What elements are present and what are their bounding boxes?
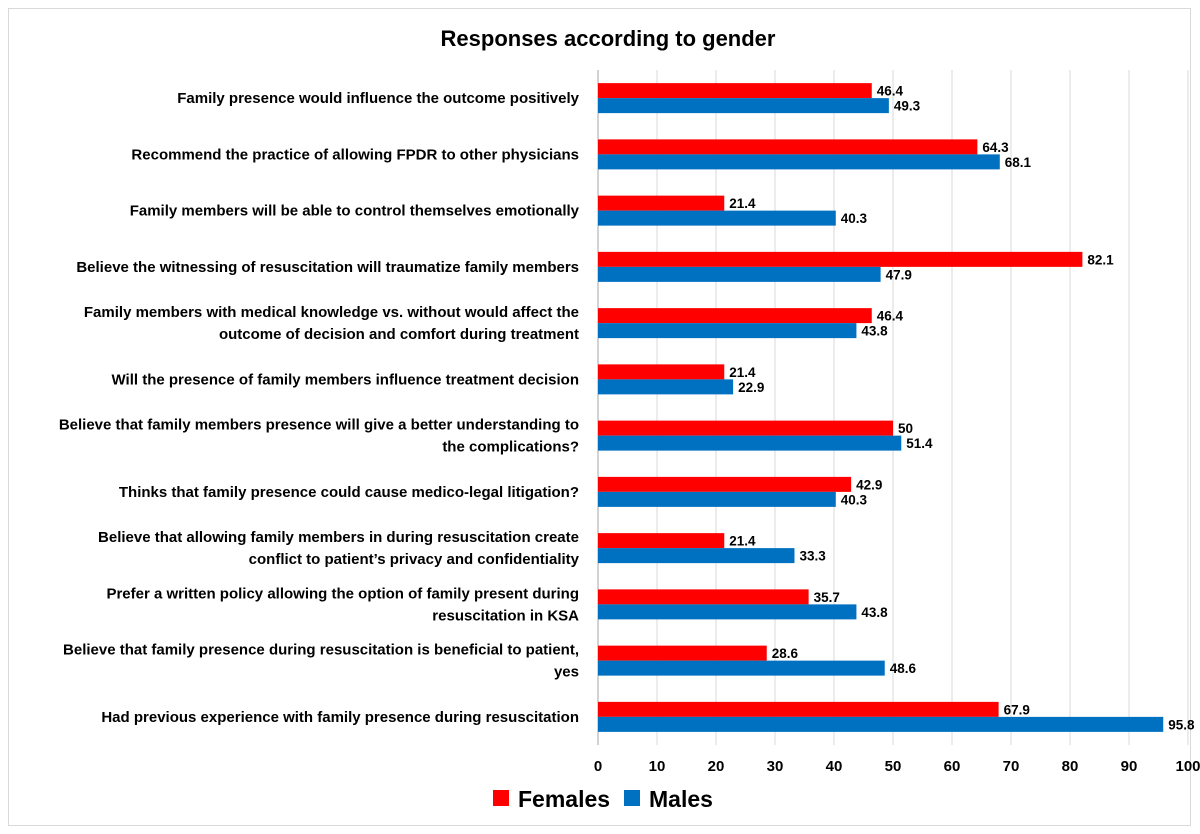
data-label: 43.8: [861, 324, 888, 339]
females-legend-swatch: [493, 790, 509, 806]
males-bar: [598, 716, 1164, 732]
gridlines: [597, 70, 1189, 745]
x-tick-label: 100: [1175, 758, 1200, 775]
females-bar: [598, 701, 999, 717]
data-label: 33.3: [799, 549, 826, 564]
category-label: conflict to patient’s privacy and confid…: [249, 551, 580, 568]
data-label: 40.3: [841, 492, 868, 507]
males-bar: [598, 379, 734, 395]
males-bar: [598, 660, 885, 676]
bars: [598, 83, 1164, 732]
data-label: 40.3: [841, 211, 868, 226]
data-label: 21.4: [729, 365, 756, 380]
data-label: 43.8: [861, 605, 888, 620]
data-label: 42.9: [856, 477, 882, 492]
data-label: 22.9: [738, 380, 764, 395]
females-bar: [598, 420, 893, 436]
category-label: Family members will be able to control t…: [130, 203, 580, 220]
x-tick-label: 10: [649, 758, 666, 775]
data-label: 50: [898, 421, 913, 436]
females-bar: [598, 139, 978, 155]
category-label: Recommend the practice of allowing FPDR …: [131, 146, 579, 163]
x-tick-label: 40: [826, 758, 843, 775]
females-bar: [598, 251, 1083, 267]
x-tick-labels: 0 10 20 30 40 50 60 70 80 90 100: [594, 758, 1200, 775]
females-bar: [598, 308, 872, 324]
males-bar: [598, 323, 857, 339]
category-label: Family presence would influence the outc…: [177, 90, 579, 107]
category-label: Believe that family members presence wil…: [59, 417, 579, 434]
data-label: 47.9: [886, 267, 912, 282]
males-bar: [598, 604, 857, 620]
category-label: resuscitation in KSA: [432, 607, 579, 624]
data-label: 28.6: [772, 646, 799, 661]
category-label: outcome of decision and comfort during t…: [219, 326, 579, 343]
data-label: 67.9: [1004, 702, 1030, 717]
males-bar: [598, 98, 889, 114]
males-legend-label: Males: [649, 786, 713, 812]
females-bar: [598, 195, 725, 211]
data-label: 48.6: [890, 661, 917, 676]
x-tick-label: 50: [885, 758, 902, 775]
data-label: 21.4: [729, 534, 756, 549]
data-label: 82.1: [1087, 252, 1114, 267]
x-tick-label: 80: [1062, 758, 1079, 775]
category-label: Believe that allowing family members in …: [98, 529, 579, 546]
data-label: 51.4: [906, 436, 933, 451]
females-bar: [598, 476, 852, 492]
data-label: 21.4: [729, 196, 756, 211]
males-bar: [598, 210, 836, 226]
category-label: Will the presence of family members infl…: [112, 371, 580, 388]
data-label: 64.3: [982, 140, 1009, 155]
females-legend-label: Females: [518, 786, 610, 812]
males-bar: [598, 435, 902, 451]
data-labels: 46.449.364.368.121.440.382.147.946.443.8…: [729, 84, 1195, 733]
data-label: 68.1: [1005, 155, 1032, 170]
females-bar: [598, 645, 767, 661]
legend: Females Males: [493, 786, 713, 812]
males-bar: [598, 548, 795, 564]
males-bar: [598, 266, 881, 282]
females-bar: [598, 364, 725, 380]
males-bar: [598, 154, 1000, 170]
x-tick-label: 90: [1121, 758, 1138, 775]
category-label: Thinks that family presence could cause …: [119, 484, 579, 501]
x-tick-label: 70: [1003, 758, 1020, 775]
females-bar: [598, 589, 809, 605]
category-label: the complications?: [442, 439, 579, 456]
females-bar: [598, 83, 872, 99]
x-tick-label: 0: [594, 758, 602, 775]
females-bar: [598, 533, 725, 549]
data-label: 95.8: [1168, 717, 1195, 732]
chart-title: Responses according to gender: [441, 26, 776, 51]
males-bar: [598, 491, 836, 507]
x-tick-label: 30: [767, 758, 784, 775]
data-label: 46.4: [877, 84, 904, 99]
x-tick-label: 60: [944, 758, 961, 775]
category-label: Family members with medical knowledge vs…: [84, 304, 579, 321]
category-label: Believe that family presence during resu…: [63, 642, 579, 659]
data-label: 49.3: [894, 99, 921, 114]
category-labels: Family presence would influence the outc…: [59, 90, 580, 726]
males-legend-swatch: [624, 790, 640, 806]
data-label: 35.7: [814, 590, 840, 605]
x-tick-label: 20: [708, 758, 725, 775]
data-label: 46.4: [877, 309, 904, 324]
category-label: Prefer a written policy allowing the opt…: [106, 585, 579, 602]
category-label: yes: [554, 664, 579, 681]
category-label: Believe the witnessing of resuscitation …: [76, 259, 579, 276]
category-label: Had previous experience with family pres…: [101, 709, 579, 726]
